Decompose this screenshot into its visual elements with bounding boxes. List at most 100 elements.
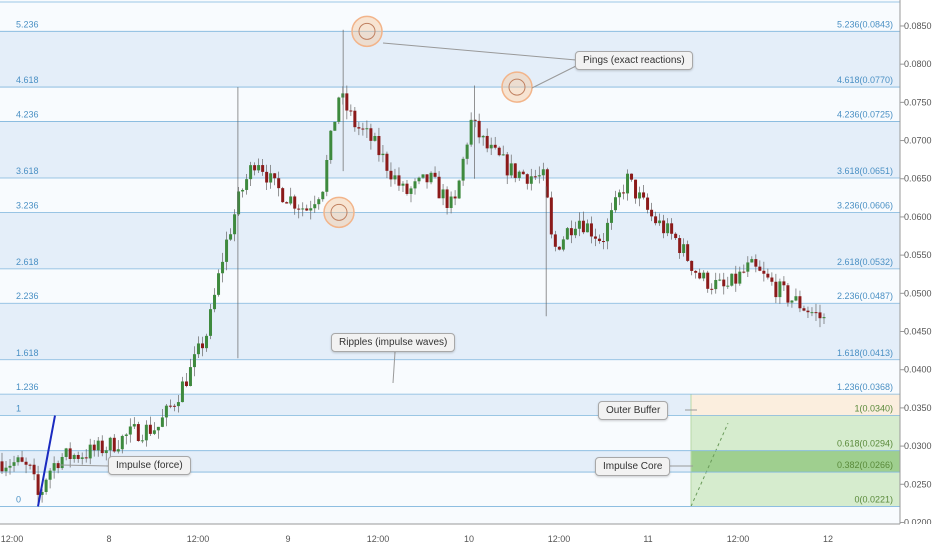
candle-body — [593, 236, 597, 239]
candle-body — [389, 170, 393, 180]
candle-body — [156, 426, 160, 431]
candle-body — [8, 465, 12, 468]
candle-body — [349, 110, 353, 112]
candle-body — [449, 196, 453, 208]
candle-body — [694, 270, 698, 273]
fib-band — [0, 212, 900, 269]
candle-body — [461, 158, 465, 181]
candle-body — [569, 228, 573, 236]
candle-body — [630, 173, 634, 180]
candle-body — [493, 144, 497, 148]
price-axis-background — [900, 0, 932, 550]
candle-body — [261, 165, 265, 172]
candle-body — [573, 228, 577, 236]
candle-body — [750, 259, 754, 263]
candle-body — [513, 163, 517, 178]
candle-body — [269, 173, 273, 183]
candle-body — [682, 244, 686, 254]
candle-body — [289, 196, 293, 204]
candle-body — [646, 197, 650, 210]
candle-body — [325, 159, 329, 192]
candle-body — [345, 93, 349, 111]
candle-body — [233, 214, 237, 235]
candle-body — [84, 457, 88, 459]
price-tick-label: 0.0600 — [904, 212, 932, 222]
fib-value-label: 0.618(0.0294) — [837, 439, 893, 449]
price-tick-label: 0.0300 — [904, 441, 932, 451]
candle-body — [249, 165, 253, 180]
candle-body — [204, 335, 208, 349]
candle-body — [0, 461, 4, 472]
fib-ratio-label: 1 — [16, 404, 21, 414]
candle-body — [36, 474, 40, 495]
fib-value-label: 0(0.0221) — [854, 494, 893, 504]
candle-body — [257, 165, 261, 171]
candle-body — [437, 176, 441, 199]
time-tick-label: 10 — [464, 534, 474, 544]
fib-ratio-label: 5.236 — [16, 19, 39, 29]
candle-body — [678, 238, 682, 254]
time-tick-label: 12:00 — [548, 534, 571, 544]
candle-body — [814, 312, 818, 314]
candle-body — [297, 208, 301, 210]
candle-body — [213, 294, 217, 310]
candle-body — [409, 188, 413, 194]
candle-body — [521, 171, 525, 175]
candle-body — [152, 430, 156, 434]
candle-body — [425, 174, 429, 183]
candle-body — [285, 202, 289, 204]
candle-body — [549, 197, 553, 235]
price-tick-label: 0.0800 — [904, 59, 932, 69]
fib-ratio-label: 3.618 — [16, 166, 39, 176]
candle-body — [726, 285, 730, 287]
candle-body — [581, 220, 585, 233]
candle-body — [537, 175, 541, 177]
candle-body — [730, 273, 734, 286]
time-tick-label: 9 — [285, 534, 290, 544]
candle-body — [738, 271, 742, 284]
candle-body — [401, 183, 405, 186]
candle-body — [44, 479, 48, 492]
impulse-trendline — [37, 415, 56, 507]
fib-band — [0, 31, 900, 88]
fib-levels: 5.236 5.236(0.0843) 4.618 4.618(0.0770) 4.23… — [0, 1, 900, 507]
candle-body — [116, 449, 120, 452]
candle-body — [806, 310, 810, 313]
candle-body — [469, 119, 473, 145]
candle-body — [221, 261, 225, 274]
pings-pointer — [382, 42, 577, 61]
candle-body — [465, 144, 469, 159]
candle-body — [557, 246, 561, 250]
candle-body — [180, 381, 184, 403]
fib-band — [0, 121, 900, 178]
price-tick-label: 0.0450 — [904, 327, 932, 337]
time-tick-label: 12 — [823, 534, 833, 544]
candle-body — [489, 144, 493, 149]
candle-body — [545, 169, 549, 198]
candle-body — [397, 175, 401, 186]
fib-value-label: 1.618(0.0413) — [837, 348, 893, 358]
candle-body — [690, 260, 694, 271]
candle-body — [76, 454, 80, 459]
fib-value-label: 1.236(0.0368) — [837, 382, 893, 392]
candle-body — [766, 273, 770, 278]
price-tick-label: 0.0200 — [904, 517, 932, 527]
candle-body — [613, 197, 617, 211]
candle-body — [373, 136, 377, 141]
pings-callout: Pings (exact reactions) — [575, 51, 693, 70]
candle-body — [24, 461, 28, 465]
candle-body — [433, 172, 437, 177]
candle-body — [714, 279, 718, 290]
candle-body — [144, 424, 148, 441]
impulse-zones — [690, 394, 900, 507]
candle-body — [305, 208, 309, 211]
ping-highlight-inner — [358, 22, 376, 40]
candle-body — [281, 188, 285, 203]
candle-body — [293, 196, 297, 209]
candle-body — [277, 178, 281, 189]
fib-band — [0, 450, 900, 473]
candle-body — [453, 196, 457, 199]
fib-ratio-label: 3.236 — [16, 200, 39, 210]
time-tick-label: 12:00 — [727, 534, 750, 544]
candle-body — [658, 220, 662, 224]
